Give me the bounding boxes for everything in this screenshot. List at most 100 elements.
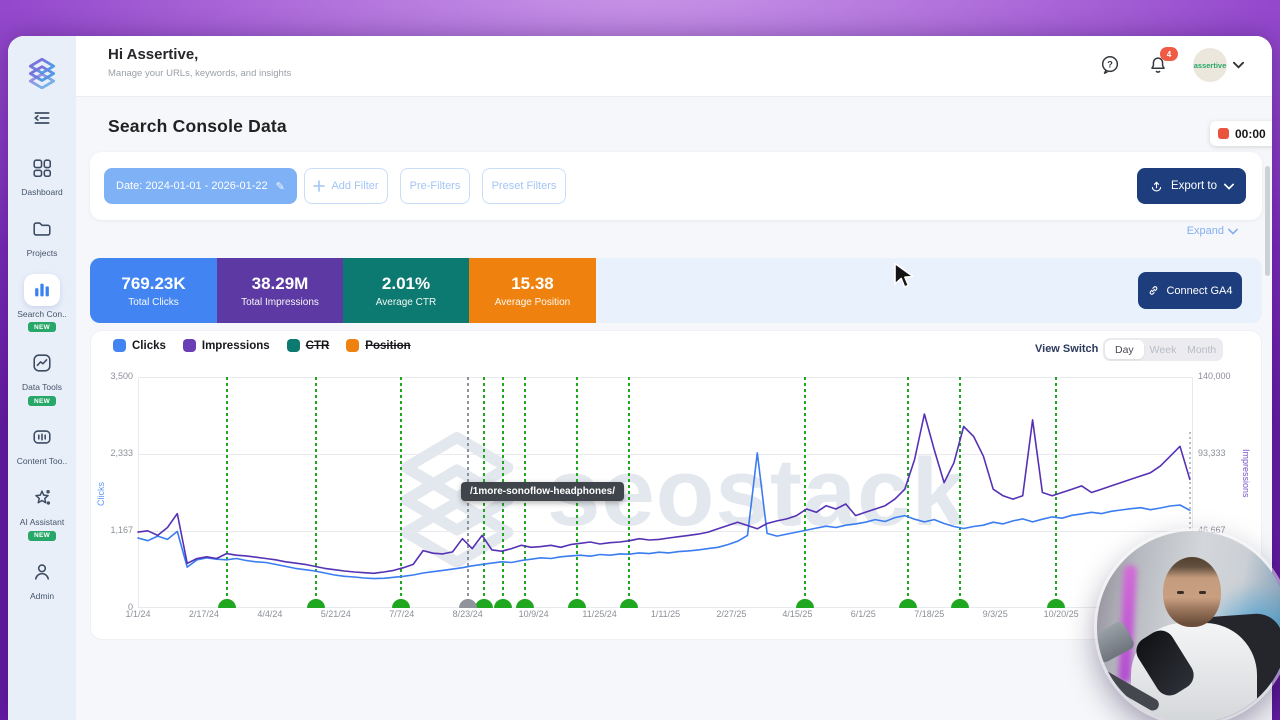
y-left-tick: 3,500 [110,371,133,381]
sidebar-item-content-tools[interactable]: Content Too.. [9,421,75,467]
date-range-label: Date: 2024-01-01 - 2026-01-22 [116,180,268,192]
sidebar-item-label: Content Too.. [16,456,68,467]
legend-item-clicks[interactable]: Clicks [113,339,166,352]
x-tick-label: 1/11/25 [650,609,681,619]
annotation-marker [899,599,917,608]
star-sparkle-icon [35,489,51,505]
avatar: assertive [1193,48,1227,82]
sidebar-collapse-button[interactable] [30,106,54,130]
help-icon: ? [1101,56,1119,74]
chart-card: Clicks Impressions CTR Position View Swi… [90,330,1262,640]
x-tick-label: 6/1/25 [850,609,876,619]
sidebar-item-data-tools[interactable]: Data Tools NEW [9,347,75,407]
x-tick-label: 1/1/24 [125,609,151,619]
legend-item-position[interactable]: Position [346,339,411,352]
app-logo[interactable] [24,54,60,90]
sidebar-item-label: Admin [29,590,55,601]
legend-swatch [182,339,196,352]
logo-icon [28,57,56,89]
annotation-marker [951,599,969,608]
view-switch-month[interactable]: Month [1187,343,1217,356]
export-button[interactable]: Export to [1137,168,1246,204]
y-right-tick: 93,333 [1198,448,1226,458]
stat-average-ctr: 2.01% Average CTR [343,258,469,323]
stat-average-position: 15.38 Average Position [469,258,596,323]
y-left-axis-title: Clicks [96,482,106,506]
sidebar: Dashboard Projects Search Con.. NEW [8,36,76,720]
sidebar-item-search-console[interactable]: Search Con.. NEW [9,273,75,333]
chevron-down-icon [1233,61,1244,69]
preset-filters-button[interactable]: Preset Filters [482,168,566,204]
expand-link[interactable]: Expand [1187,225,1238,237]
x-tick-label: 4/4/24 [257,609,283,619]
sidebar-item-ai-assistant[interactable]: AI Assistant NEW [9,482,75,541]
notification-count-badge: 4 [1160,47,1178,61]
notifications-button[interactable]: 4 [1145,47,1178,78]
legend-swatch [113,339,126,352]
stat-total-clicks: 769.23K Total Clicks [90,258,217,323]
user-icon [34,563,50,580]
date-range-chip[interactable]: Date: 2024-01-01 - 2026-01-22 ✎ [104,168,297,204]
y-right-tick: 140,000 [1198,371,1231,381]
sidebar-item-label: AI Assistant [19,516,65,527]
annotation-marker [796,599,814,608]
view-switch-day[interactable]: Day [1105,340,1144,359]
series-clicks-line [137,452,1191,580]
app-window: Dashboard Projects Search Con.. NEW [8,36,1272,720]
add-filter-button[interactable]: Add Filter [304,168,388,204]
username: assertive [1193,60,1227,70]
top-bar: Hi Assertive, Manage your URLs, keywords… [76,36,1272,97]
edit-icon: ✎ [275,180,285,193]
sidebar-item-dashboard[interactable]: Dashboard [9,152,75,198]
annotation-marker [392,599,410,608]
recording-indicator-icon [1218,128,1229,139]
x-tick-label: 7/7/24 [389,609,415,619]
plus-icon [313,180,326,192]
person-eye [1177,591,1184,594]
legend-swatch [346,339,360,352]
folder-icon [33,222,51,236]
legend-item-ctr[interactable]: CTR [286,339,329,352]
annotation-marker [307,599,325,608]
sidebar-item-admin[interactable]: Admin [9,556,75,602]
greeting: Hi Assertive, [108,46,199,63]
x-tick-label: 7/18/25 [914,609,945,619]
pre-filters-button[interactable]: Pre-Filters [400,168,470,204]
sidebar-item-label: Dashboard [21,187,63,197]
svg-text:?: ? [1107,59,1113,69]
x-tick-label: 5/21/24 [320,609,351,619]
webcam-overlay [1097,531,1280,720]
sidebar-nav: Dashboard Projects Search Con.. NEW [8,152,76,616]
x-tick-label: 9/3/25 [982,609,1008,619]
legend-item-impressions[interactable]: Impressions [182,339,270,352]
annotation-marker [620,599,638,608]
view-switch-week[interactable]: Week [1149,343,1177,356]
stat-value: 769.23K [121,273,186,293]
x-tick-label: 11/25/24 [582,609,617,619]
chevron-down-icon [1228,228,1238,235]
connect-ga4-label: Connect GA4 [1166,284,1233,297]
user-menu[interactable]: assertive [1193,48,1244,82]
chart-plot-area[interactable] [137,377,1193,608]
stat-total-impressions: 38.29M Total Impressions [217,258,343,323]
annotation-marker [494,599,512,608]
sliders-icon [33,430,51,444]
scrollbar-thumb[interactable] [1265,166,1270,276]
link-icon [1150,286,1158,295]
x-tick-label: 10/9/24 [518,609,549,619]
x-tick-label: 8/23/24 [452,609,483,619]
view-switch-label: View Switch [1035,343,1099,355]
annotation-marker [568,599,586,608]
y-left-tick: 0 [127,602,133,612]
connect-ga4-button[interactable]: Connect GA4 [1138,272,1242,309]
chevron-down-icon [1224,183,1235,190]
chart-legend: Clicks Impressions CTR Position [113,339,411,352]
sidebar-item-projects[interactable]: Projects [9,213,75,259]
sidebar-item-label: Projects [26,247,58,258]
recording-timer[interactable]: 00:00 [1210,121,1272,146]
x-tick-label: 4/15/25 [782,609,813,619]
recording-time: 00:00 [1235,126,1266,141]
stats-band: 769.23K Total Clicks 38.29M Total Impres… [90,258,1262,323]
help-button[interactable]: ? [1097,52,1123,78]
